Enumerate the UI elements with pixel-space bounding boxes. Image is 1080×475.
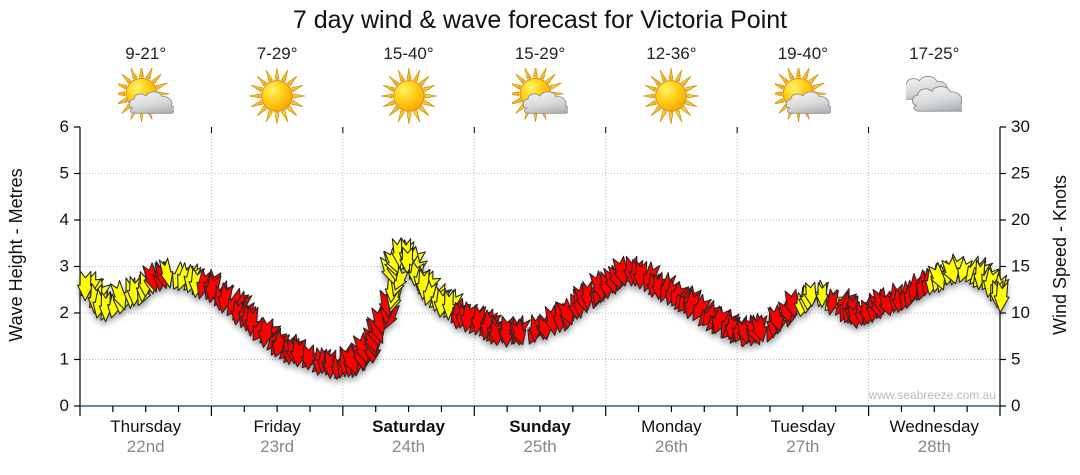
svg-text:20: 20 xyxy=(1011,210,1030,229)
svg-text:30: 30 xyxy=(1011,117,1030,136)
svg-text:10: 10 xyxy=(1011,303,1030,322)
svg-text:4: 4 xyxy=(60,210,69,229)
svg-text:5: 5 xyxy=(1011,350,1020,369)
svg-text:0: 0 xyxy=(1011,396,1020,415)
svg-text:25: 25 xyxy=(1011,164,1030,183)
svg-text:1: 1 xyxy=(60,350,69,369)
svg-text:6: 6 xyxy=(60,117,69,136)
svg-text:2: 2 xyxy=(60,303,69,322)
svg-text:15: 15 xyxy=(1011,257,1030,276)
svg-text:0: 0 xyxy=(60,396,69,415)
svg-text:3: 3 xyxy=(60,257,69,276)
svg-text:5: 5 xyxy=(60,164,69,183)
